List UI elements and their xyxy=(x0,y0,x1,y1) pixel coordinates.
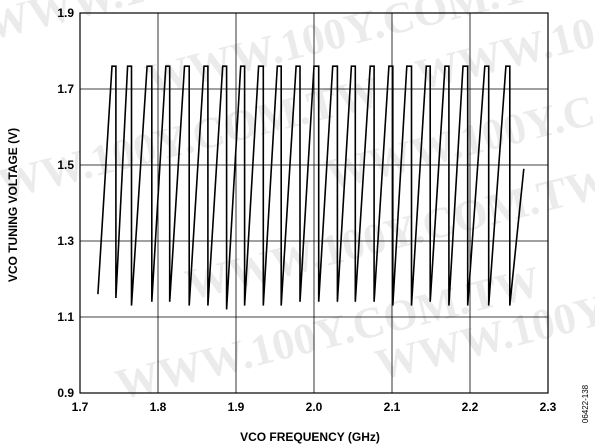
tuning-voltage-series-line xyxy=(97,65,525,310)
plot-frame xyxy=(79,12,549,394)
x-tick-label: 2.3 xyxy=(540,400,557,414)
x-tick-label: 2.0 xyxy=(306,400,323,414)
x-tick-label: 1.7 xyxy=(72,400,89,414)
y-tick-label: 1.3 xyxy=(57,234,74,248)
x-tick-label: 2.1 xyxy=(384,400,401,414)
y-tick-labels: 0.9 1.1 1.3 1.5 1.7 1.9 xyxy=(57,6,74,400)
watermark-layer: WWW.100Y.COM.TWWWW.100Y.COM.TWWWW.100Y.C… xyxy=(0,0,595,410)
y-tick-label: 1.1 xyxy=(57,310,74,324)
x-axis-title: VCO FREQUENCY (GHz) xyxy=(240,430,380,444)
figure-id-label: 06422-138 xyxy=(581,384,590,423)
x-tick-label: 2.2 xyxy=(462,400,479,414)
y-tick-label: 1.9 xyxy=(57,6,74,20)
y-tick-label: 0.9 xyxy=(57,386,74,400)
x-tick-label: 1.9 xyxy=(228,400,245,414)
y-axis-title: VCO TUNING VOLTAGE (V) xyxy=(6,128,20,282)
x-tick-label: 1.8 xyxy=(150,400,167,414)
y-tick-label: 1.5 xyxy=(57,158,74,172)
y-tick-label: 1.7 xyxy=(57,82,74,96)
x-tick-labels: 1.7 1.8 1.9 2.0 2.1 2.2 2.3 xyxy=(72,400,557,414)
plot-area xyxy=(97,65,525,310)
